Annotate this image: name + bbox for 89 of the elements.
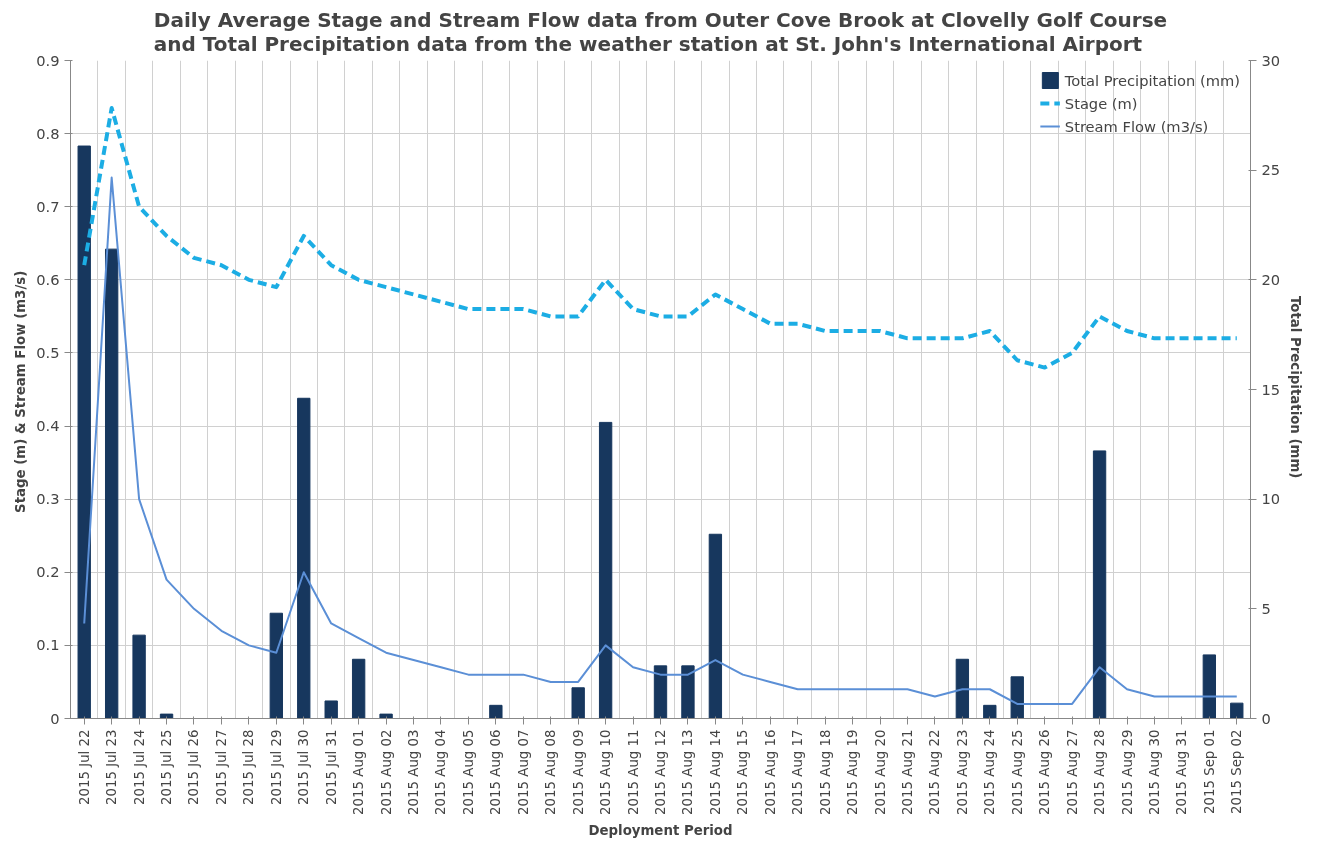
bar	[159, 713, 174, 719]
bar	[132, 634, 146, 719]
y-tick-label: 0.5	[36, 343, 60, 361]
x-tick-label: 2015 Sep 01	[1201, 729, 1217, 814]
x-tick-label: 2015 Aug 02	[378, 729, 394, 815]
bar	[1092, 450, 1107, 719]
bar	[77, 145, 91, 719]
x-tick-label: 2015 Aug 03	[406, 729, 422, 815]
bar	[297, 397, 311, 719]
bar	[1230, 702, 1244, 719]
legend-label: Stage (m)	[1064, 94, 1138, 112]
bar	[708, 533, 723, 719]
x-tick-label: 2015 Jul 22	[76, 729, 92, 805]
y2-tick-label: 15	[1261, 380, 1281, 398]
x-tick-label: 2015 Jul 26	[186, 729, 202, 805]
bar	[571, 687, 585, 719]
y-tick-label: 0.4	[36, 417, 60, 435]
line-series	[83, 176, 1238, 705]
bar	[1202, 654, 1217, 719]
x-tick-label: 2015 Aug 11	[625, 729, 641, 815]
bar	[379, 713, 393, 719]
x-tick-label: 2015 Aug 21	[899, 729, 915, 815]
x-tick-label: 2015 Aug 27	[1064, 729, 1080, 815]
bar	[598, 421, 613, 719]
y2-axis-title: Total Precipitation (mm)	[1288, 295, 1304, 479]
x-tick-label: 2015 Aug 28	[1092, 729, 1108, 815]
y-tick-label: 0	[50, 709, 60, 727]
x-tick-label: 2015 Aug 31	[1174, 729, 1190, 815]
y2-tick-label: 20	[1261, 270, 1281, 288]
bar	[489, 704, 503, 719]
y2-tick-label: 25	[1261, 161, 1281, 179]
y-tick-label: 0.8	[36, 124, 60, 142]
bar	[324, 700, 338, 719]
x-tick-label: 2015 Aug 14	[707, 729, 723, 815]
y-tick-label: 0.1	[36, 636, 60, 654]
x-tick-label: 2015 Aug 18	[817, 729, 833, 815]
x-tick-label: 2015 Aug 29	[1119, 729, 1135, 815]
x-tick-label: 2015 Aug 13	[680, 729, 696, 815]
bar	[653, 665, 668, 719]
x-tick-label: 2015 Jul 29	[268, 729, 284, 805]
y2-tick-label: 0	[1261, 709, 1271, 727]
x-tick-label: 2015 Aug 23	[954, 729, 970, 815]
y-tick-label: 0.3	[36, 490, 60, 508]
bar	[983, 704, 997, 719]
y-tick-label: 0.7	[36, 197, 60, 215]
x-tick-label: 2015 Aug 22	[927, 729, 943, 815]
x-tick-label: 2015 Aug 06	[488, 729, 504, 815]
x-tick-label: 2015 Aug 19	[845, 729, 861, 815]
bar	[269, 612, 283, 719]
y2-tick-label: 5	[1261, 599, 1271, 617]
x-tick-label: 2015 Aug 20	[872, 729, 888, 815]
y-tick-label: 0.9	[36, 51, 60, 69]
legend-label: Total Precipitation (mm)	[1064, 71, 1240, 89]
x-tick-label: 2015 Jul 25	[159, 729, 175, 805]
x-tick-label: 2015 Aug 01	[351, 729, 367, 815]
x-tick-label: 2015 Jul 28	[241, 729, 257, 805]
legend-label: Stream Flow (m3/s)	[1064, 117, 1209, 135]
y-axis-title: Stage (m) & Stream Flow (m3/s)	[13, 270, 29, 513]
x-tick-label: 2015 Aug 15	[735, 729, 751, 815]
x-axis-title: Deployment Period	[588, 822, 733, 838]
x-tick-label: 2015 Aug 05	[460, 729, 476, 815]
y-tick-label: 0.6	[36, 270, 60, 288]
x-tick-label: 2015 Aug 07	[515, 729, 531, 815]
y2-tick-label: 30	[1261, 51, 1281, 69]
bar	[104, 248, 119, 719]
x-tick-label: 2015 Aug 04	[433, 729, 449, 815]
bar	[681, 665, 695, 719]
x-tick-label: 2015 Jul 24	[131, 729, 147, 805]
x-tick-label: 2015 Aug 30	[1146, 729, 1162, 815]
x-tick-label: 2015 Aug 09	[570, 729, 586, 815]
x-tick-label: 2015 Aug 24	[982, 729, 998, 815]
x-tick-label: 2015 Aug 12	[653, 729, 668, 815]
x-tick-label: 2015 Sep 02	[1229, 729, 1245, 814]
x-tick-label: 2015 Aug 26	[1037, 729, 1053, 815]
x-tick-label: 2015 Aug 16	[762, 729, 778, 815]
x-tick-label: 2015 Jul 31	[323, 729, 339, 805]
x-tick-label: 2015 Jul 23	[104, 729, 120, 805]
x-tick-label: 2015 Aug 25	[1009, 729, 1025, 815]
x-tick-label: 2015 Jul 27	[213, 729, 229, 805]
bar	[1010, 676, 1024, 719]
x-tick-label: 2015 Aug 17	[790, 729, 806, 815]
y-tick-label: 0.2	[36, 563, 60, 581]
x-tick-label: 2015 Aug 10	[598, 729, 614, 815]
chart-title: Daily Average Stage and Stream Flow data from Outer Cove Brook at Clovelly Golf Course and Total Precipitation data from the weather station at St. John's International Airport	[153, 7, 1168, 56]
x-tick-label: 2015 Aug 08	[543, 729, 559, 815]
x-tick-label: 2015 Jul 30	[296, 729, 312, 805]
y2-tick-label: 10	[1261, 490, 1281, 508]
bar	[351, 658, 366, 719]
bar	[955, 658, 970, 719]
